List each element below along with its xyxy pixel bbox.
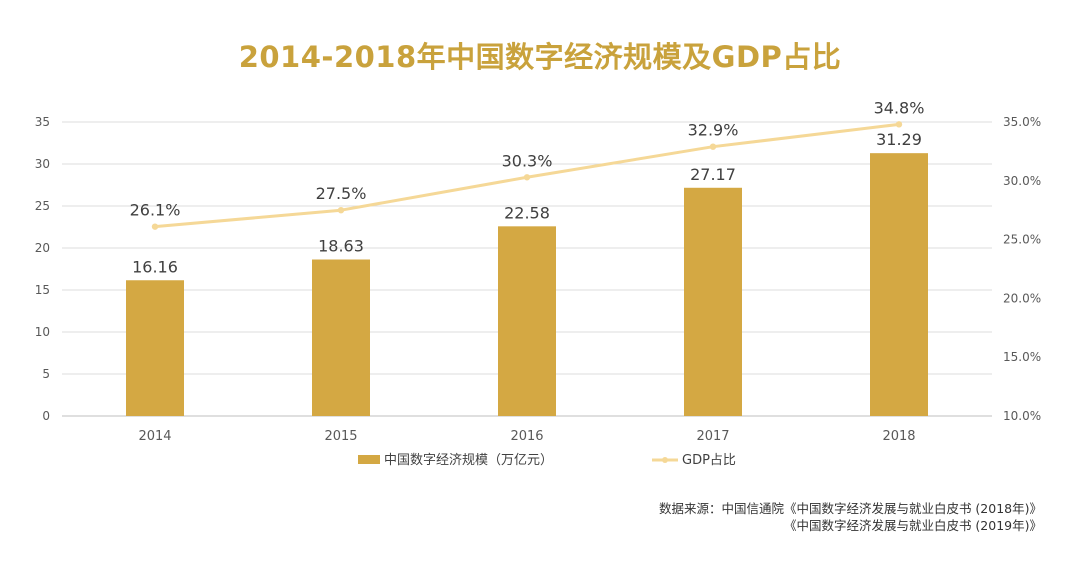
- gdp-value-label: 30.3%: [502, 151, 553, 170]
- source-line-1: 数据来源：中国信通院《中国数字经济发展与就业白皮书 (2018年)》: [658, 501, 1042, 516]
- right-tick-label: 20.0%: [1003, 291, 1041, 305]
- x-tick-label: 2016: [510, 429, 543, 444]
- legend-line-label: GDP占比: [682, 453, 736, 468]
- left-tick-label: 30: [35, 157, 50, 171]
- gdp-value-label: 32.9%: [688, 121, 739, 140]
- bar-value-label: 31.29: [876, 130, 922, 149]
- x-tick-label: 2018: [882, 429, 915, 444]
- bar-2017: [684, 187, 742, 416]
- right-tick-label: 15.0%: [1003, 350, 1041, 364]
- x-tick-label: 2017: [696, 429, 729, 444]
- gdp-value-label: 26.1%: [130, 201, 181, 220]
- bar-2015: [312, 259, 370, 416]
- left-tick-label: 15: [35, 283, 50, 297]
- bar-2018: [870, 153, 928, 416]
- left-tick-label: 5: [42, 367, 50, 381]
- bar-value-label: 16.16: [132, 257, 178, 276]
- right-tick-label: 25.0%: [1003, 233, 1041, 247]
- left-tick-label: 20: [35, 241, 50, 255]
- gdp-point-2017: [709, 143, 717, 150]
- gdp-point-2014: [151, 223, 159, 230]
- bar-2014: [126, 280, 184, 416]
- x-tick-label: 2014: [138, 429, 171, 444]
- bar-value-label: 27.17: [690, 165, 736, 184]
- x-tick-label: 2015: [324, 429, 357, 444]
- legend-bar-label: 中国数字经济规模（万亿元）: [384, 453, 553, 468]
- left-tick-label: 25: [35, 199, 50, 213]
- source-line-2: 《中国数字经济发展与就业白皮书 (2019年)》: [783, 518, 1042, 533]
- right-tick-label: 10.0%: [1003, 409, 1041, 423]
- left-tick-label: 35: [35, 115, 50, 129]
- bars: 16.16 18.63 22.58 27.17 31.29: [126, 130, 928, 416]
- x-axis-labels: 2014 2015 2016 2017 2018: [138, 429, 915, 444]
- bar-value-label: 22.58: [504, 203, 550, 222]
- right-tick-label: 35.0%: [1003, 115, 1041, 129]
- legend-bar-swatch: [358, 455, 380, 464]
- bar-2016: [498, 226, 556, 416]
- legend: 中国数字经济规模（万亿元） GDP占比: [358, 453, 736, 468]
- gdp-point-2018: [895, 121, 903, 128]
- gdp-line: 26.1% 27.5% 30.3% 32.9% 34.8%: [130, 98, 925, 230]
- data-source-note: 数据来源：中国信通院《中国数字经济发展与就业白皮书 (2018年)》 《中国数字…: [659, 500, 1042, 534]
- right-axis-ticks: 10.0% 15.0% 20.0% 25.0% 30.0% 35.0%: [1003, 115, 1041, 423]
- gdp-point-2016: [523, 174, 531, 181]
- left-tick-label: 0: [42, 409, 50, 423]
- chart-title: 2014-2018年中国数字经济规模及GDP占比: [238, 40, 842, 74]
- gdp-value-label: 27.5%: [316, 184, 367, 203]
- bar-value-label: 18.63: [318, 237, 364, 256]
- left-axis-ticks: 0 5 10 15 20 25 30 35: [35, 115, 50, 423]
- left-tick-label: 10: [35, 325, 50, 339]
- gdp-value-label: 34.8%: [874, 98, 925, 117]
- gdp-point-2015: [337, 207, 345, 214]
- right-tick-label: 30.0%: [1003, 174, 1041, 188]
- legend-line-marker: [662, 457, 668, 463]
